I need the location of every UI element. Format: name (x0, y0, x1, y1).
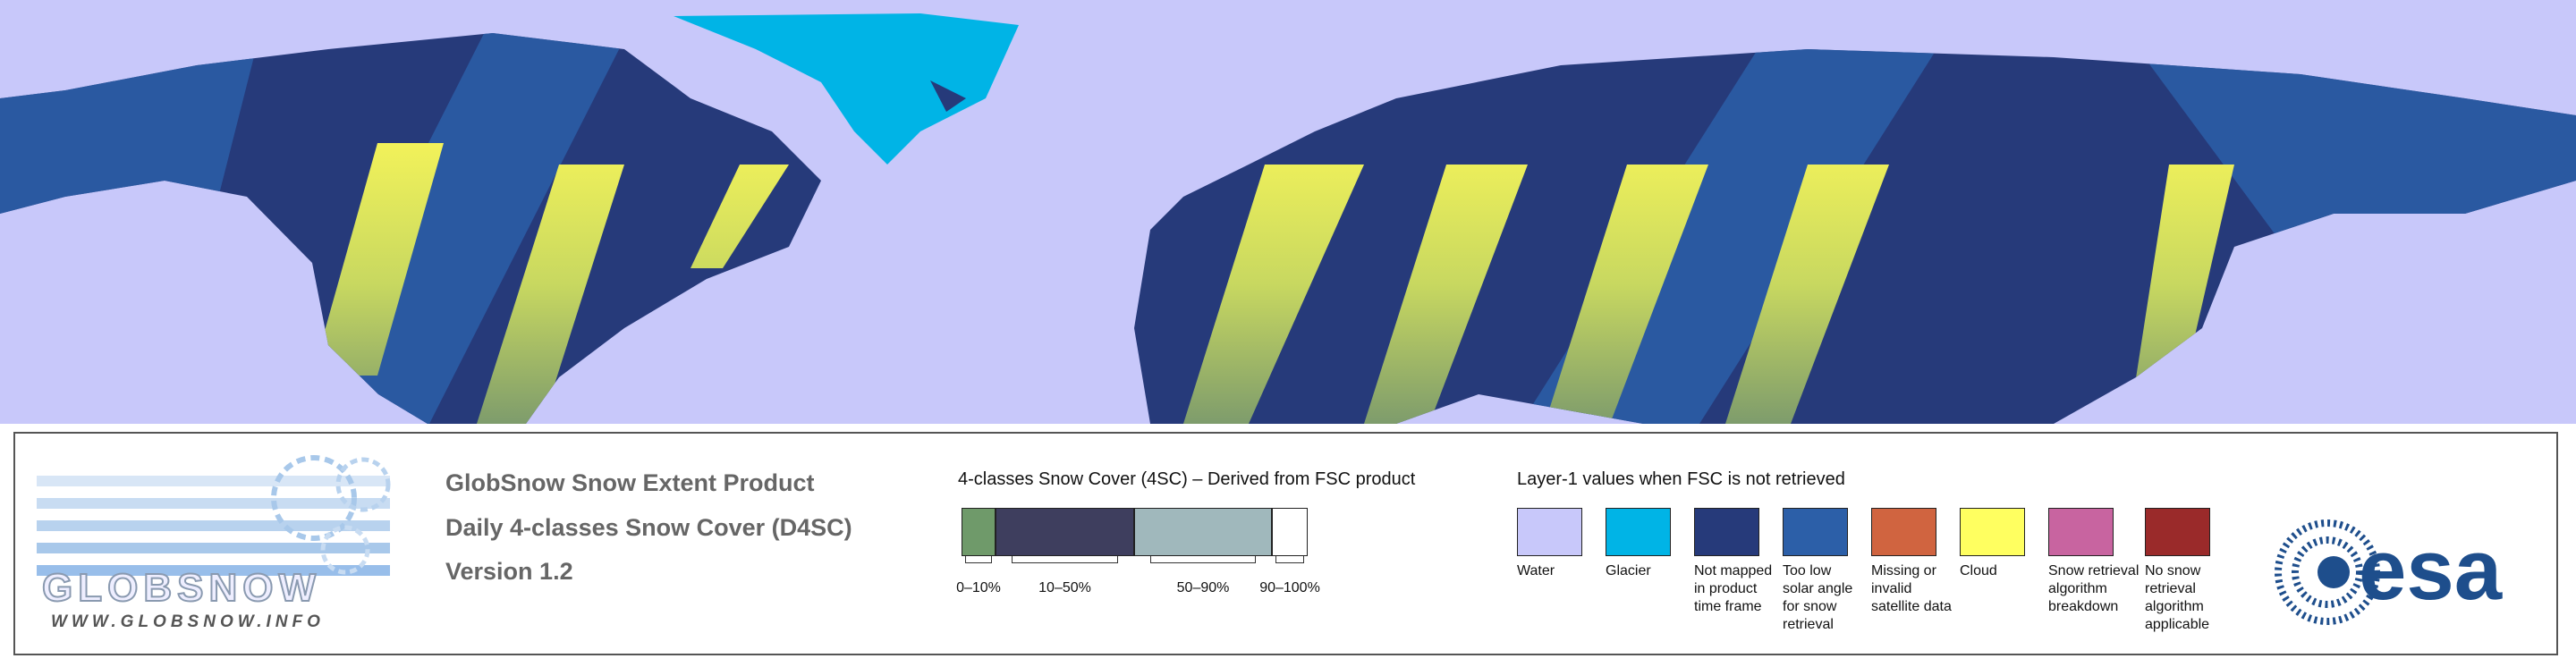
snow-cover-title: 4-classes Snow Cover (4SC) – Derived fro… (958, 469, 1416, 489)
logo-url: WWW.GLOBSNOW.INFO (51, 612, 325, 631)
esa-text: esa (2359, 522, 2503, 618)
bracket (965, 556, 992, 563)
layer-label: Not mapped in product time frame (1694, 563, 1773, 614)
globsnow-logo (37, 455, 391, 576)
snow-class-swatch (962, 508, 996, 556)
layer-swatch (1606, 508, 1671, 556)
layer-label: Glacier (1606, 563, 1651, 578)
layer-swatch (2145, 508, 2210, 556)
layer-label: Missing or invalid satellite data (1871, 563, 1952, 614)
layer-swatch (2048, 508, 2114, 556)
greenland (674, 13, 1019, 165)
logo-name: GLOBSNOW (41, 565, 321, 611)
bracket (1150, 556, 1256, 563)
esa-logo: esa (2275, 519, 2503, 625)
layer-label: Cloud (1960, 563, 1997, 578)
snow-class-label: 10–50% (1038, 580, 1091, 595)
layer-label: Too low solar angle for snow retrieval (1783, 563, 1853, 632)
snow-class-swatch (1272, 508, 1308, 556)
product-title: GlobSnow Snow Extent Product (445, 469, 815, 496)
snow-class-label: 50–90% (1176, 580, 1230, 595)
bracket (1012, 556, 1118, 563)
layer-label: No snow retrieval algorithm applicable (2145, 563, 2210, 632)
snow-class-label: 0–10% (956, 580, 1001, 595)
layer-label: Water (1517, 563, 1555, 578)
greenland-region (930, 80, 966, 112)
snow-class-label: 90–100% (1259, 580, 1320, 595)
layer-swatch (1783, 508, 1848, 556)
layer-swatch (1960, 508, 2025, 556)
layer-label: Snow retrieval algorithm breakdown (2048, 563, 2140, 614)
snow-class-swatch (996, 508, 1134, 556)
product-version: Version 1.2 (445, 558, 573, 585)
layer-title: Layer-1 values when FSC is not retrieved (1517, 469, 1845, 489)
layer-swatch (1871, 508, 1936, 556)
product-subtitle: Daily 4-classes Snow Cover (D4SC) (445, 514, 852, 541)
legend-panel: GLOBSNOW WWW.GLOBSNOW.INFO GlobSnow Snow… (13, 432, 2558, 655)
snow-map (0, 0, 2576, 424)
layer-swatch (1517, 508, 1582, 556)
bracket (1275, 556, 1304, 563)
layer-swatch (1694, 508, 1759, 556)
snow-class-swatch (1134, 508, 1272, 556)
